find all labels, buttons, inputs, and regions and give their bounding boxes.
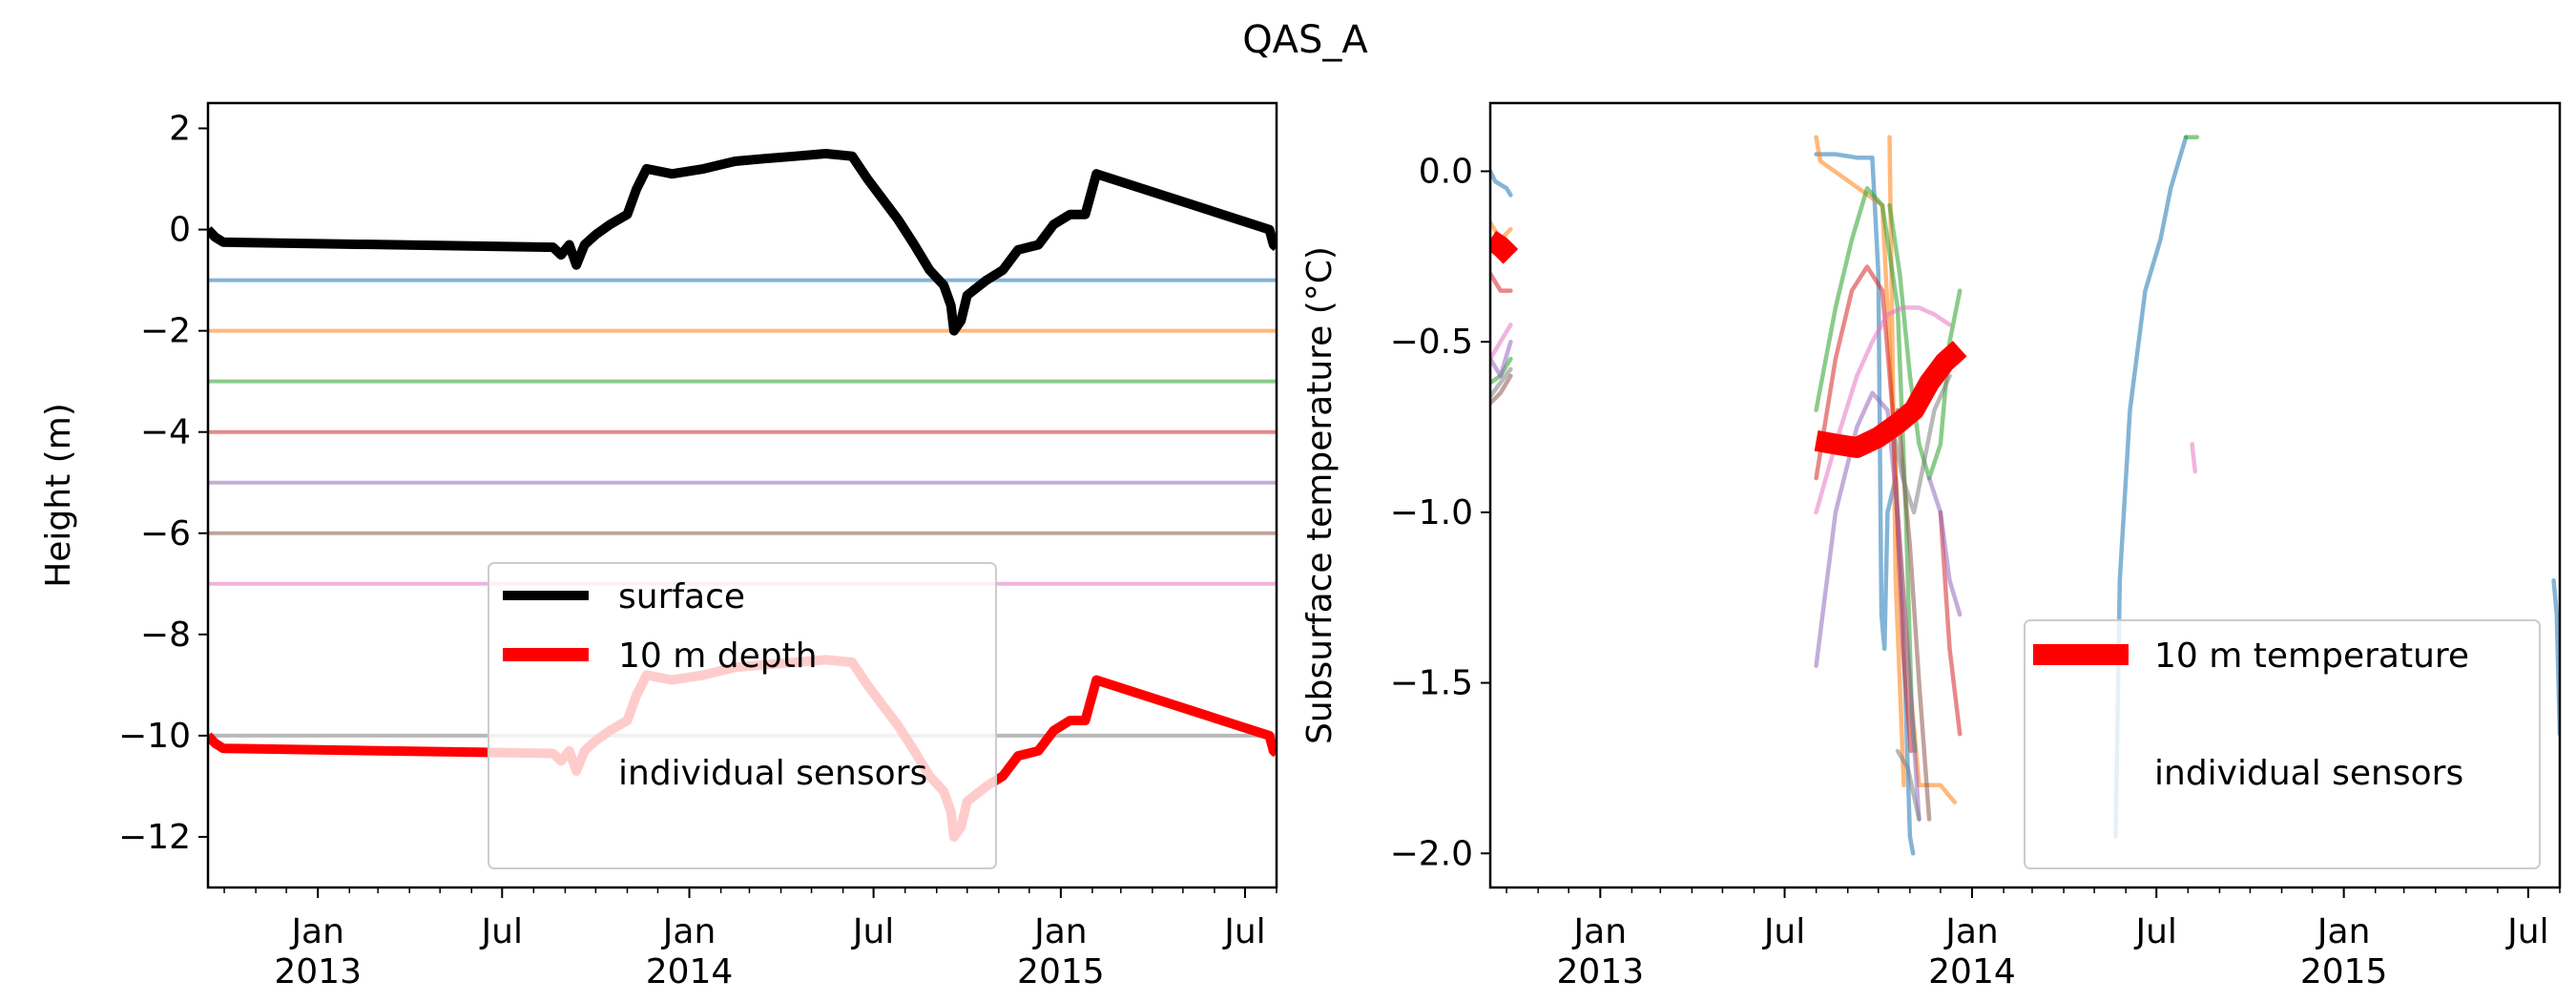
- temperature-y-axis: 0.0 −0.5 −1.0 −1.5 −2.0: [1390, 152, 1490, 873]
- height-x-tick-label: Jul: [480, 912, 523, 951]
- sensor-temperature-line: [1814, 390, 1922, 822]
- temperature-y-tick-label: −0.5: [1390, 323, 1473, 362]
- height-legend: surface 10 m depth individual sensors: [488, 562, 997, 869]
- sensor-temperature-line: [1490, 169, 1513, 198]
- figure-title: QAS_A: [1242, 18, 1368, 62]
- temperature-y-tick-label: 0.0: [1419, 152, 1473, 191]
- temperature-x-tick-label: Jan: [2316, 912, 2371, 951]
- temperature-x-tick-label: Jan: [1943, 912, 1999, 951]
- sensor-temperature-line: [2113, 135, 2189, 839]
- temperature-legend: 10 m temperature individual sensors: [2024, 619, 2541, 869]
- height-x-tick-year: 2013: [274, 952, 362, 992]
- temperature-y-tick-label: −1.0: [1390, 493, 1473, 532]
- height-y-tick-label: −8: [140, 616, 191, 655]
- height-legend-frame: [488, 562, 997, 869]
- temperature-x-tick-label: Jul: [1762, 912, 1805, 951]
- height-y-tick-label: −12: [118, 818, 191, 857]
- sensor-temperature-line: [1490, 271, 1513, 293]
- temperature-x-tick-year: 2013: [1556, 952, 1644, 992]
- legend-temp-label: 10 m temperature: [2154, 637, 2469, 676]
- sensor-temperature-line: [1490, 339, 1513, 379]
- height-x-tick-label: Jan: [1032, 912, 1088, 951]
- temperature-x-tick-label: Jul: [2134, 912, 2177, 951]
- height-x-tick-label: Jul: [1222, 912, 1265, 951]
- height-x-tick-label: Jul: [851, 912, 894, 951]
- height-axes-frame: [206, 101, 1278, 889]
- sensor-temperature-line: [1938, 510, 1963, 737]
- sensor-temperature-line: [2190, 442, 2198, 474]
- sensor-temperature-line: [1814, 186, 1918, 754]
- height-y-tick-label: −4: [140, 413, 191, 452]
- temperature-y-tick-label: −1.5: [1390, 664, 1473, 703]
- sensor-temperature-line: [1926, 475, 1963, 617]
- temperature-legend-frame: [2024, 619, 2541, 869]
- sensor-temperature-line: [1890, 373, 1952, 515]
- temp-10m-line: [1490, 230, 1519, 264]
- temperature-axes-frame: [1488, 101, 2562, 889]
- temperature-x-tick-year: 2014: [1928, 952, 2016, 992]
- sensor-temperature-line: [1887, 135, 1906, 788]
- height-x-tick-label: Jan: [661, 912, 717, 951]
- temp-10m-line: [1814, 341, 1967, 458]
- temperature-y-tick-label: −2.0: [1390, 834, 1473, 873]
- height-y-tick-label: −2: [140, 312, 191, 351]
- temperature-x-tick-label: Jan: [1572, 912, 1628, 951]
- sensor-temperature-line: [1895, 748, 1922, 822]
- sensor-temperature-line: [1814, 305, 1952, 515]
- height-y-axis-label: Height (m): [39, 403, 78, 588]
- sensor-temperature-line: [1814, 264, 1914, 754]
- sensor-temperature-line: [1490, 366, 1513, 399]
- temperature-x-tick-year: 2015: [2300, 952, 2388, 992]
- legend-surface-label: surface: [618, 577, 745, 616]
- surface-line: [208, 149, 1277, 336]
- height-x-tick-year: 2014: [646, 952, 734, 992]
- height-y-tick-label: −10: [118, 717, 191, 756]
- height-y-tick-label: −6: [140, 514, 191, 553]
- temperature-x-tick-label: Jul: [2505, 912, 2548, 951]
- legend-depth-label: 10 m depth: [618, 637, 818, 676]
- sensor-temperature-line: [1490, 373, 1513, 406]
- height-x-tick-year: 2015: [1017, 952, 1105, 992]
- height-y-tick-label: 2: [169, 110, 191, 149]
- height-y-tick-label: 0: [169, 211, 191, 250]
- legend-sensors-label: individual sensors: [2154, 754, 2463, 793]
- sensor-temperature-line: [1490, 323, 1513, 362]
- legend-sensors-label: individual sensors: [618, 754, 927, 793]
- height-x-tick-label: Jan: [289, 912, 344, 951]
- temperature-y-axis-label: Subsurface temperature (°C): [1300, 246, 1340, 744]
- height-y-axis: 2 0 −2 −4 −6 −8 −10 −12: [118, 110, 208, 857]
